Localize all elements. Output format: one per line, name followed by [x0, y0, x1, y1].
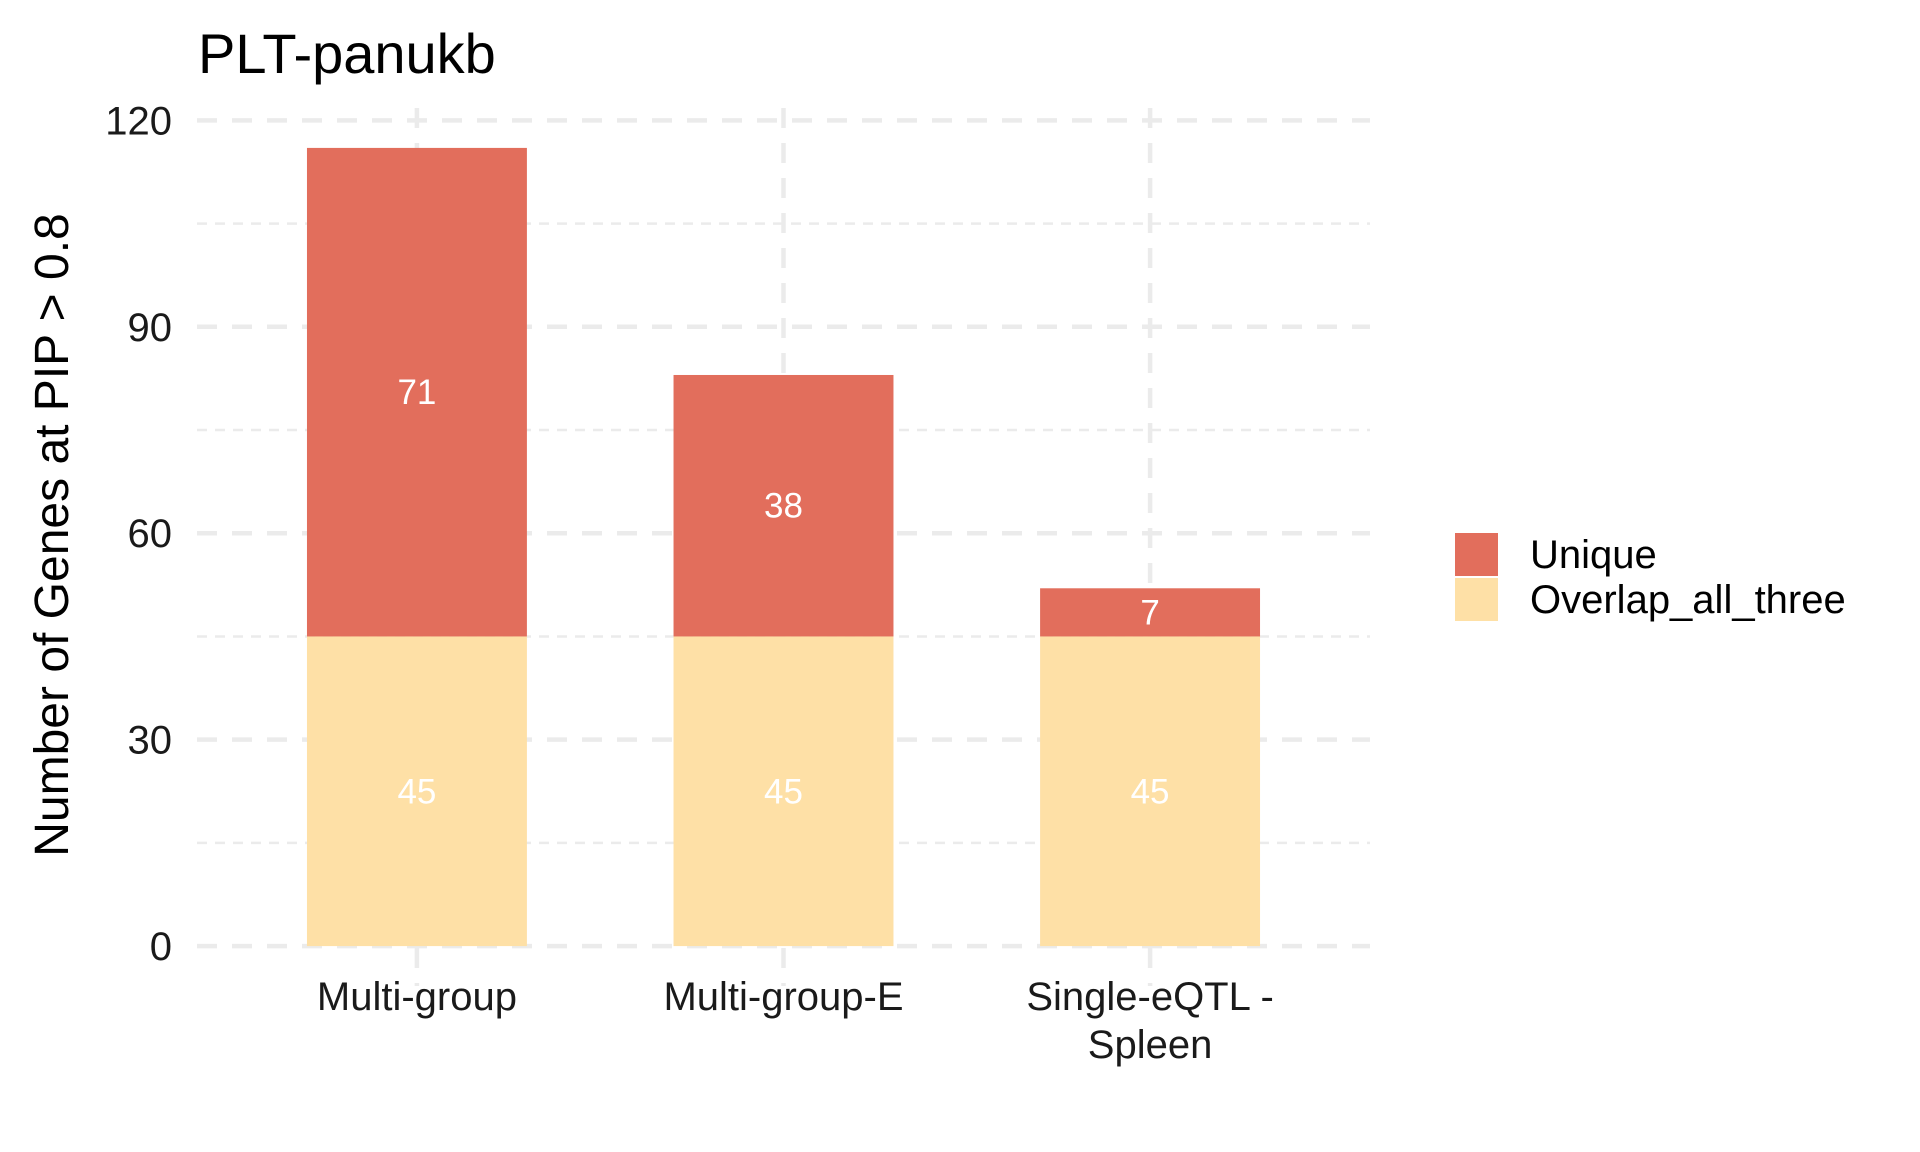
bar-segment [1040, 588, 1261, 637]
bar-value-label: 45 [397, 772, 436, 811]
bar-segment [673, 374, 894, 637]
x-tick-label: Multi-group [317, 975, 517, 1019]
bar-value-label: 38 [764, 487, 803, 526]
y-tick-label: 120 [105, 99, 172, 143]
bar-segment [306, 147, 527, 637]
y-tick-label: 90 [128, 306, 173, 350]
y-tick-label: 60 [128, 512, 173, 556]
chart-title: PLT-panukb [198, 22, 496, 85]
bar-segment [673, 636, 894, 947]
y-tick-label: 0 [150, 925, 172, 969]
bar-segment [1040, 636, 1261, 947]
legend-label: Unique [1530, 533, 1657, 577]
y-axis-label: Number of Genes at PIP > 0.8 [26, 213, 79, 856]
x-tick-label: Single-eQTL - [1026, 975, 1274, 1019]
legend-key [1455, 578, 1498, 621]
x-axis-ticks: Multi-group Multi-group-E Single-eQTL -Spl… [317, 975, 1274, 1067]
bar-value-label: 71 [397, 373, 436, 412]
bar-segment [306, 636, 527, 947]
bars [306, 147, 1261, 947]
x-tick-label: Multi-group-E [663, 975, 903, 1019]
legend-label: Overlap_all_three [1530, 578, 1846, 622]
y-axis-ticks: 0 30 60 90 120 [105, 99, 172, 969]
legend-key [1455, 533, 1498, 576]
x-tick-label: Spleen [1088, 1023, 1213, 1067]
bar-value-label: 45 [764, 772, 803, 811]
bar-value-label: 7 [1140, 593, 1159, 632]
bar-labels: 45 45 45 71 38 7 [397, 373, 1169, 811]
bar-value-label: 45 [1131, 772, 1170, 811]
y-tick-label: 30 [128, 719, 173, 763]
